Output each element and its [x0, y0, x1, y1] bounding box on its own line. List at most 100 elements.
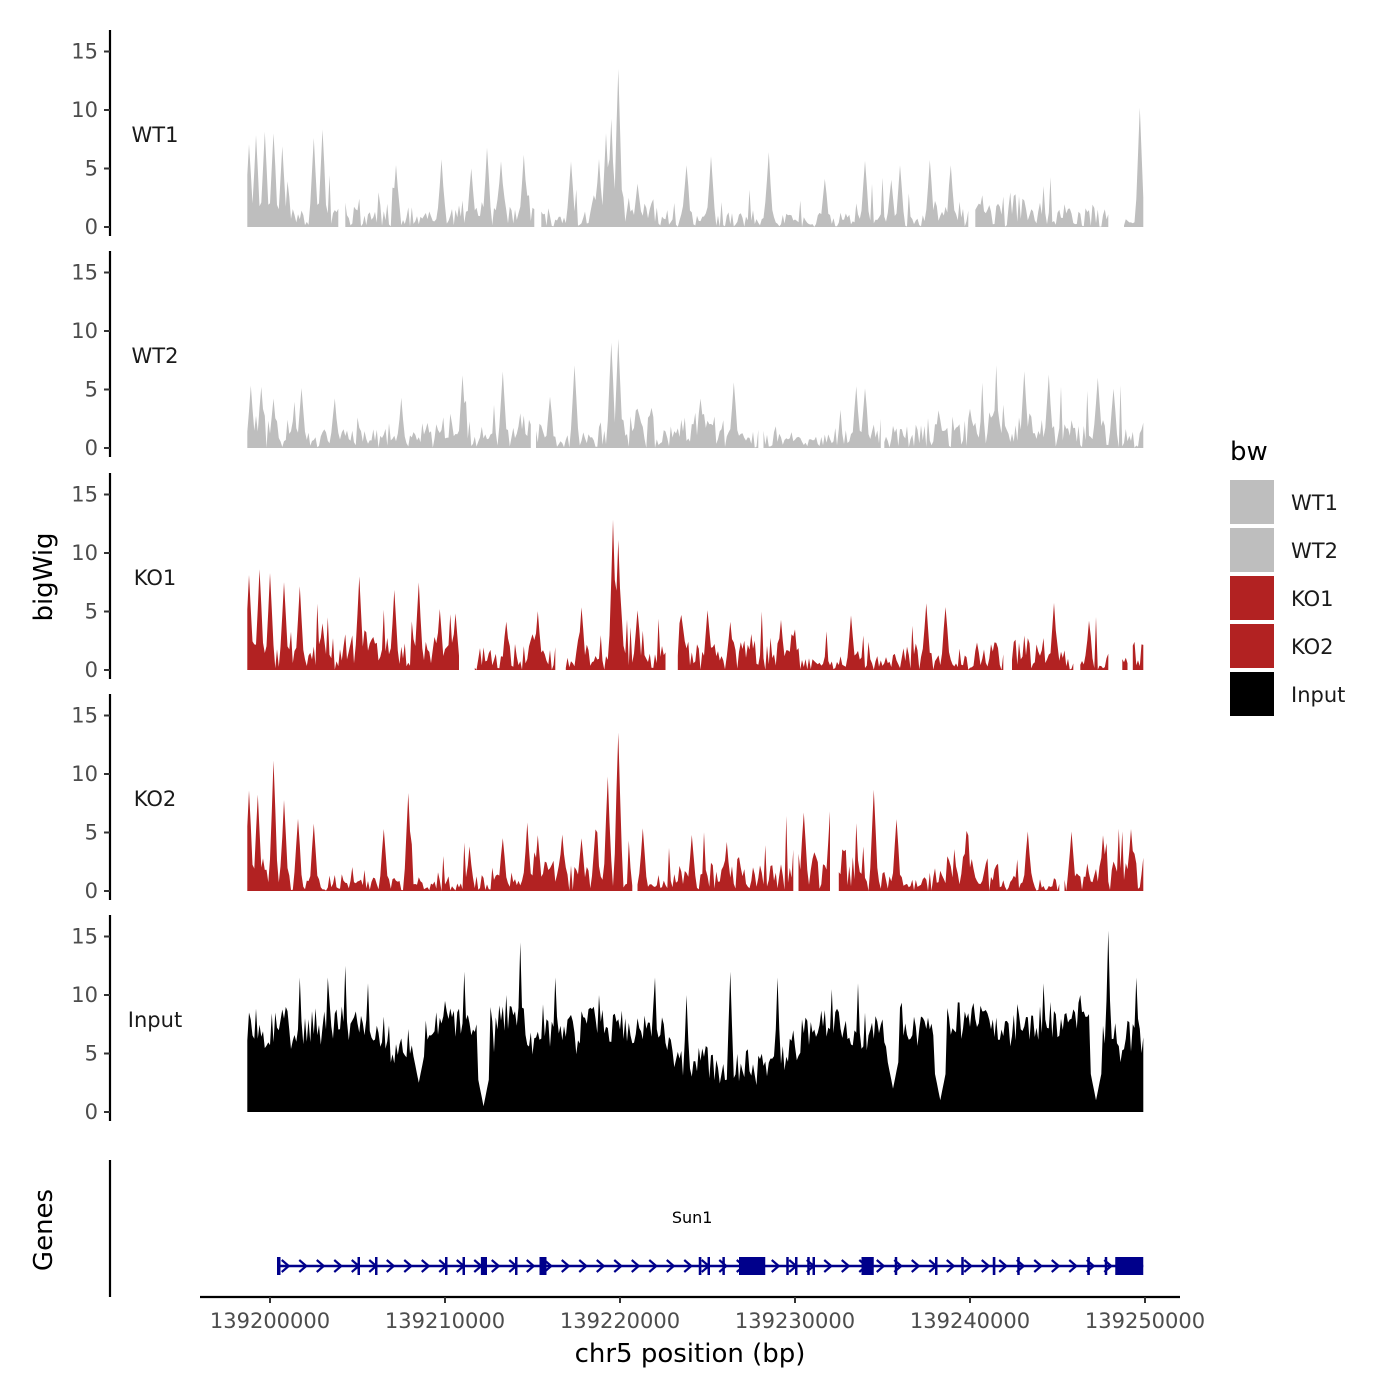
track-panel-wt2: 0 5 10 15 WT2: [71, 251, 1144, 460]
gene-exon: [539, 1257, 547, 1275]
signal-area-wt1: [975, 177, 1109, 227]
strand-arrow: [718, 1259, 728, 1273]
strand-arrow: [683, 1259, 693, 1273]
signal-area-ko2: [1064, 828, 1144, 891]
genes-panel: Sun1: [108, 1160, 1144, 1297]
y-tick-label: 15: [71, 483, 98, 507]
y-tick-label: 5: [85, 157, 98, 181]
gene-exon: [795, 1257, 798, 1275]
gene-exon: [1115, 1257, 1144, 1275]
strand-arrow: [946, 1259, 956, 1273]
gene-exon: [698, 1257, 702, 1275]
strand-arrow: [386, 1259, 396, 1273]
gene-exon: [722, 1257, 725, 1275]
signal-area-wt1: [1124, 107, 1144, 227]
signal-area-wt2: [247, 371, 531, 448]
gene-exon: [357, 1257, 360, 1275]
strand-arrow: [998, 1259, 1008, 1273]
strand-arrow: [613, 1259, 623, 1273]
strand-arrow: [911, 1259, 921, 1273]
track-label-ko1: KO1: [134, 566, 177, 590]
strand-arrow: [526, 1259, 536, 1273]
strand-arrow: [963, 1259, 973, 1273]
signal-area-ko2: [798, 811, 830, 891]
y-tick-label: 0: [85, 436, 98, 460]
track-panel-ko1: 0 5 10 15 KO1: [71, 473, 1144, 682]
legend-label-wt1: WT1: [1291, 491, 1338, 515]
strand-arrow: [648, 1259, 658, 1273]
y-tick-label: 10: [71, 319, 98, 343]
legend-label-wt2: WT2: [1291, 539, 1338, 563]
y-tick-label: 10: [71, 983, 98, 1007]
y-tick-label: 15: [71, 40, 98, 64]
strand-arrow: [631, 1259, 641, 1273]
y-tick-label: 10: [71, 98, 98, 122]
strand-arrow: [281, 1259, 291, 1273]
signal-area-wt1: [247, 129, 339, 227]
strand-arrow: [666, 1259, 676, 1273]
gene-sun1: Sun1: [277, 1208, 1144, 1275]
track-panel-ko2: 0 5 10 15 KO2: [71, 694, 1144, 903]
x-tick-label: 139200000: [210, 1309, 330, 1333]
strand-arrow: [298, 1259, 308, 1273]
gene-exon: [861, 1257, 874, 1275]
strand-arrow: [403, 1259, 413, 1273]
signal-area-ko1: [247, 569, 459, 670]
gene-exon: [935, 1257, 938, 1275]
genes-axis-title: Genes: [29, 1189, 59, 1271]
signal-area-wt2: [884, 365, 1144, 448]
y-tick-label: 0: [85, 658, 98, 682]
gene-exon: [1104, 1257, 1108, 1275]
y-tick-label: 0: [85, 1100, 98, 1124]
strand-arrow: [823, 1259, 833, 1273]
gene-exon: [480, 1257, 487, 1275]
gene-exon: [894, 1257, 898, 1275]
x-tick-label: 139250000: [1085, 1309, 1205, 1333]
legend-label-ko1: KO1: [1291, 587, 1334, 611]
gene-exon: [961, 1257, 964, 1275]
gene-exon: [375, 1257, 378, 1275]
legend: bw WT1 WT2 KO1 KO2 Input: [1230, 437, 1345, 716]
y-tick-label: 5: [85, 821, 98, 845]
strand-arrow: [771, 1259, 781, 1273]
gene-exon: [1087, 1257, 1090, 1275]
x-tick-label: 139240000: [910, 1309, 1030, 1333]
signal-area-ko1: [474, 611, 556, 670]
gene-exon: [786, 1257, 789, 1275]
signal-area-wt1: [541, 69, 969, 227]
y-axis-title: bigWig: [29, 532, 59, 621]
x-axis: 139200000 139210000 139220000 139230000 1392…: [200, 1295, 1205, 1333]
x-tick-label: 139230000: [735, 1309, 855, 1333]
y-tick-label: 5: [85, 1042, 98, 1066]
y-tick-label: 15: [71, 925, 98, 949]
strand-arrow: [491, 1259, 501, 1273]
signal-area-ko2: [247, 732, 633, 891]
legend-key-input: [1230, 672, 1274, 716]
signal-area-ko1: [1012, 602, 1074, 670]
y-tick-label: 0: [85, 215, 98, 239]
legend-key-ko1: [1230, 576, 1274, 620]
gene-exon: [462, 1257, 465, 1275]
strand-arrow: [1033, 1259, 1043, 1273]
strand-arrow: [333, 1259, 343, 1273]
track-label-wt2: WT2: [132, 344, 179, 368]
gene-exon: [812, 1257, 815, 1275]
y-tick-label: 15: [71, 261, 98, 285]
strand-arrow: [578, 1259, 588, 1273]
gene-exon: [739, 1257, 766, 1275]
strand-arrow: [316, 1259, 326, 1273]
track-panels: 0 5 10 15 WT1 0 5 10 15 WT2 0 5 10 15 KO1 0 5 10 15 KO2 0 5 10…: [71, 30, 1144, 1124]
strand-arrow: [596, 1259, 606, 1273]
legend-key-ko2: [1230, 624, 1274, 668]
x-tick-label: 139210000: [385, 1309, 505, 1333]
y-tick-label: 5: [85, 378, 98, 402]
gene-exon: [1017, 1257, 1020, 1275]
legend-key-wt2: [1230, 528, 1274, 572]
x-tick-label: 139220000: [560, 1309, 680, 1333]
gene-exon: [992, 1257, 996, 1275]
strand-arrow: [981, 1259, 991, 1273]
signal-area-wt2: [763, 386, 881, 448]
signal-area-ko1: [1122, 657, 1128, 670]
track-panel-wt1: 0 5 10 15 WT1: [71, 30, 1144, 239]
strand-arrow: [1068, 1259, 1078, 1273]
